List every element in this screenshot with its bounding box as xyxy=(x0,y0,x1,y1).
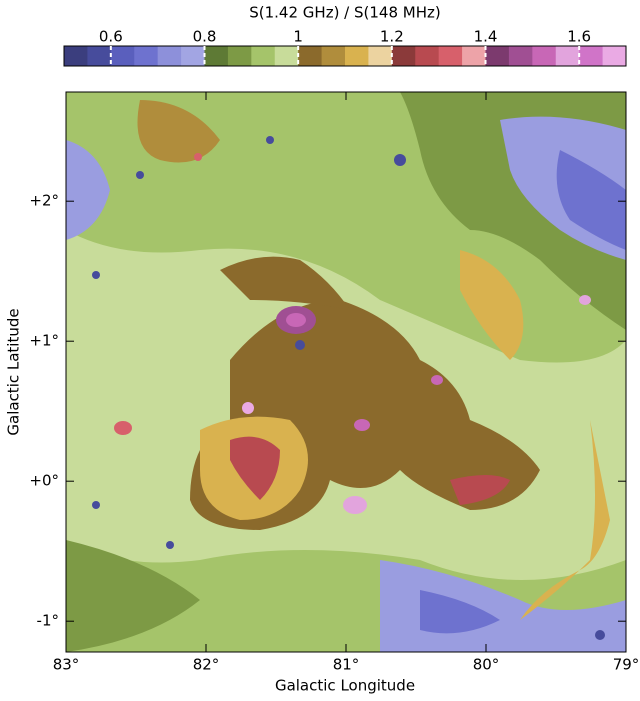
x-tick-label: 82° xyxy=(193,656,220,674)
y-tick-label: +1° xyxy=(29,332,59,350)
colorbar-swatch xyxy=(368,46,393,66)
x-tick-label: 79° xyxy=(613,656,640,674)
colorbar-swatch xyxy=(274,46,299,66)
colorbar-swatch xyxy=(321,46,346,66)
colorbar-swatch xyxy=(157,46,182,66)
x-axis-label: Galactic Longitude xyxy=(275,677,415,695)
colorbar-swatch xyxy=(579,46,604,66)
colorbar-tick-label: 1 xyxy=(293,28,303,46)
colorbar-swatch xyxy=(532,46,557,66)
colorbar-tick-label: 0.6 xyxy=(99,28,123,46)
y-tick-label: +2° xyxy=(29,192,59,210)
colorbar-swatch xyxy=(110,46,135,66)
colorbar: 0.6 0.8 1 1.2 1.4 1.6 xyxy=(63,28,627,67)
y-tick-label: +0° xyxy=(29,472,59,490)
colorbar-swatch xyxy=(298,46,323,66)
colorbar-tick-label: 1.2 xyxy=(380,28,404,46)
colorbar-label: S(1.42 GHz) / S(148 MHz) xyxy=(249,4,440,22)
colorbar-swatch xyxy=(602,46,627,66)
x-tick-label: 81° xyxy=(333,656,360,674)
colorbar-swatch xyxy=(508,46,533,66)
y-axis-label: Galactic Latitude xyxy=(5,308,23,435)
colorbar-swatch xyxy=(134,46,159,66)
colorbar-swatch xyxy=(251,46,276,66)
colorbar-swatch xyxy=(345,46,369,66)
colorbar-swatch xyxy=(391,46,416,66)
colorbar-swatch xyxy=(227,46,252,66)
colorbar-swatch xyxy=(415,46,440,66)
x-tick-label: 83° xyxy=(53,656,80,674)
colorbar-tick-label: 1.6 xyxy=(567,28,591,46)
colorbar-swatch xyxy=(87,46,112,66)
colorbar-swatch xyxy=(438,46,463,66)
colorbar-swatch xyxy=(485,46,510,66)
colorbar-swatch xyxy=(181,46,205,66)
x-tick-label: 80° xyxy=(473,656,500,674)
colorbar-swatch xyxy=(204,46,229,66)
colorbar-swatch xyxy=(555,46,580,66)
colorbar-frame xyxy=(63,45,627,67)
colorbar-tick-label: 1.4 xyxy=(474,28,498,46)
axes: 83° 82° 81° 80° 79° -1° +0° +1° +2° xyxy=(29,92,639,674)
map-image xyxy=(66,92,626,652)
colorbar-swatch xyxy=(64,46,88,66)
colorbar-swatch xyxy=(462,46,486,66)
y-tick-label: -1° xyxy=(37,612,59,630)
colorbar-tick-label: 0.8 xyxy=(193,28,217,46)
